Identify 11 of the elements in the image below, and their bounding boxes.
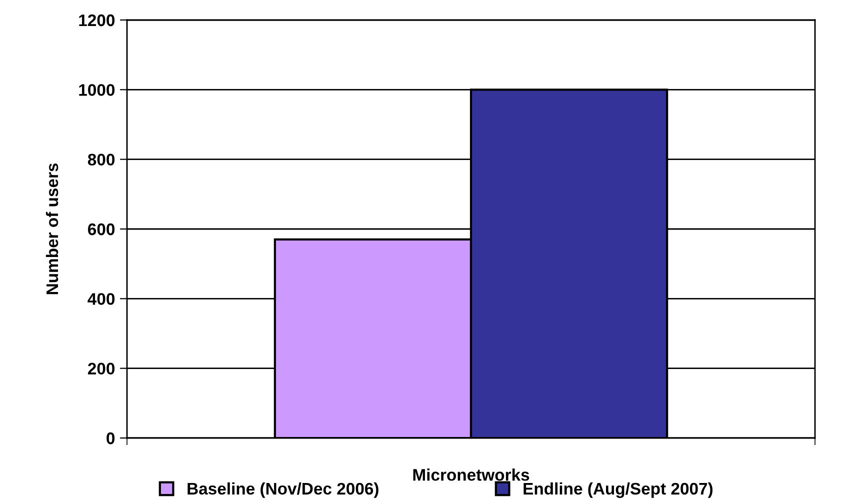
x-tick-label: Micronetworks [413, 468, 530, 481]
legend-label: Baseline (Nov/Dec 2006) [188, 482, 378, 498]
y-tick-label: 200 [88, 362, 115, 375]
y-tick-label: 400 [88, 293, 115, 305]
y-tick-label: 1000 [79, 84, 115, 96]
legend-label: Endline (Aug/Sept 2007) [524, 482, 712, 498]
y-tick-label: 600 [88, 223, 115, 236]
y-tick-label: 800 [88, 154, 115, 166]
y-axis-title: Number of users [46, 163, 58, 294]
y-tick-label: 1200 [79, 14, 115, 26]
y-tick-label: 0 [106, 432, 115, 444]
